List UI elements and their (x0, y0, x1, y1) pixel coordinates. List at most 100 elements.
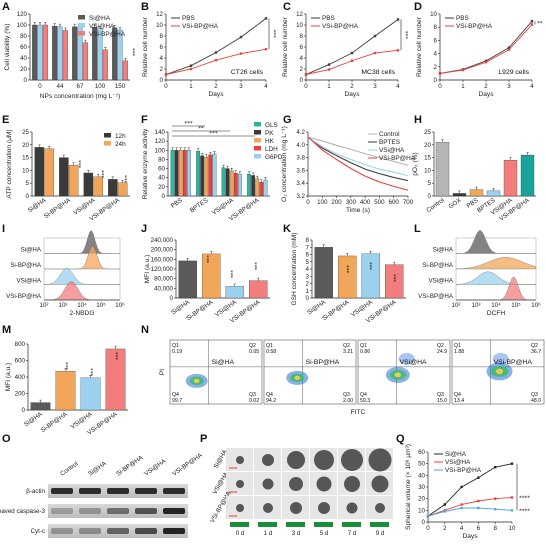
blot-band (51, 488, 73, 494)
data-point (477, 476, 480, 479)
data-point (438, 72, 442, 75)
day-marker (370, 522, 389, 527)
day-label: 1 d (264, 530, 273, 537)
x-tick-label: 10⁴ (77, 302, 87, 309)
legend-label: VSi@HA (89, 23, 115, 30)
quadrant-value-q3: 15.0 (437, 398, 447, 404)
significance-stars: *** (129, 48, 135, 57)
bar (178, 150, 183, 197)
bar (187, 150, 191, 197)
series-line-1 (427, 497, 513, 517)
y-tick-label: 10 (22, 167, 29, 174)
series-line-1 (307, 136, 409, 182)
y-tick-label: 6 (160, 44, 164, 51)
y-tick-label: 140 (155, 129, 166, 136)
y-tick-label: 30 (418, 484, 425, 491)
y-tick-label: 25 (22, 129, 29, 136)
y-axis-label: Relative enzyme activity (142, 128, 149, 199)
data-point (461, 68, 465, 72)
flow-sample-label: Si-BP@HA (306, 359, 340, 366)
blot-lane-label: Si-BP@HA (115, 454, 145, 478)
spheroid (314, 450, 334, 470)
cell-population (492, 352, 509, 365)
data-point (264, 17, 268, 20)
y-tick-label: 0 (162, 193, 166, 200)
panel-letter-j: J (141, 223, 147, 235)
bar (178, 260, 197, 299)
histogram-row-label: Si@HA (433, 247, 454, 254)
x-tick-label: 100 (95, 83, 106, 90)
bar (55, 371, 76, 411)
x-tick-label: Si@HA (27, 196, 48, 214)
spheroid (289, 477, 303, 491)
significance-stars: ** (198, 126, 204, 132)
x-axis-label: Time (s) (346, 207, 370, 214)
legend-label: VSi-BP@HA (445, 467, 482, 474)
y-tick-label: 0 (428, 193, 432, 200)
chart-e-atp: 0 5 10 15 20 25 ATP concentration (μM) Si@HASi-… (6, 129, 130, 223)
bar (196, 151, 200, 197)
x-tick-label: Si-BP@HA (185, 298, 215, 322)
histogram-curve (455, 271, 536, 285)
y-tick-label: 15 (424, 155, 431, 162)
day-marker (286, 522, 305, 527)
x-tick-label: 100 (317, 199, 328, 206)
quadrant-name: Q3 (249, 392, 256, 398)
quadrant-name: Q1 (360, 343, 367, 349)
significance-stars: *** (184, 121, 193, 127)
quadrant-value-q1: 0.19 (172, 349, 182, 355)
quadrant-value-q3: 48.0 (531, 398, 541, 404)
x-tick-label: PBS (170, 197, 184, 210)
data-point (460, 506, 463, 510)
blot-band (51, 508, 73, 514)
x-tick-label: 10⁶ (531, 302, 541, 309)
data-point (264, 48, 268, 51)
bar (72, 26, 78, 81)
legend-swatch (104, 133, 111, 138)
data-point (494, 465, 497, 469)
blot-band (135, 508, 157, 514)
legend-swatch (254, 130, 261, 135)
legend-swatch (254, 154, 261, 159)
bar (30, 402, 51, 411)
legend-label: PK (265, 130, 274, 137)
series-line-2 (307, 136, 409, 177)
blot-band (107, 488, 129, 494)
bar (42, 24, 48, 81)
y-tick-label: 25 (424, 129, 431, 136)
flow-plot-frame (263, 339, 357, 405)
legend-label: Si@HA (89, 15, 111, 22)
spheroid (341, 449, 363, 471)
quadrant-name: Q2 (531, 343, 538, 349)
y-tick-label: 4.0 (296, 142, 305, 149)
y-tick-label: 240,000 (151, 237, 174, 244)
spheroid (262, 478, 274, 490)
quadrant-name: Q3 (343, 392, 350, 398)
y-tick-label: 0 (160, 77, 164, 84)
chart-g-oxygen: 3.2 3.4 3.6 3.8 4.0 4.2 O₂ concentration (mg L… (281, 126, 416, 214)
chart-d-l929-growth: 0 2 4 6 8 10 Relative cell number Days 0 1 2 3 4 PBSV… (416, 11, 543, 98)
blot-row-label: Cyt-c (31, 528, 45, 535)
x-axis-label: Days (462, 533, 478, 540)
panel-letter-p: P (200, 433, 207, 445)
spheroid (346, 502, 358, 514)
x-tick-label: 67 (77, 83, 84, 90)
bar (233, 172, 238, 197)
x-tick-label: 0 (438, 83, 442, 90)
y-tick-label: 80 (20, 33, 27, 40)
bar (452, 193, 467, 197)
x-tick-label: 2 (443, 525, 447, 532)
bar (225, 168, 230, 197)
spheroid (344, 476, 360, 492)
data-point (530, 23, 534, 26)
cell-population (398, 352, 415, 365)
legend-label: VSi-BP@HA (182, 23, 219, 30)
x-tick-label: GOX (447, 197, 462, 211)
spheroid (375, 503, 385, 513)
data-point (443, 510, 446, 513)
data-point (507, 48, 511, 51)
y-axis-label: Relative cell number (416, 16, 423, 77)
x-tick-label: 400 (360, 199, 371, 206)
legend-label: VSi-BP@HA (89, 31, 126, 38)
